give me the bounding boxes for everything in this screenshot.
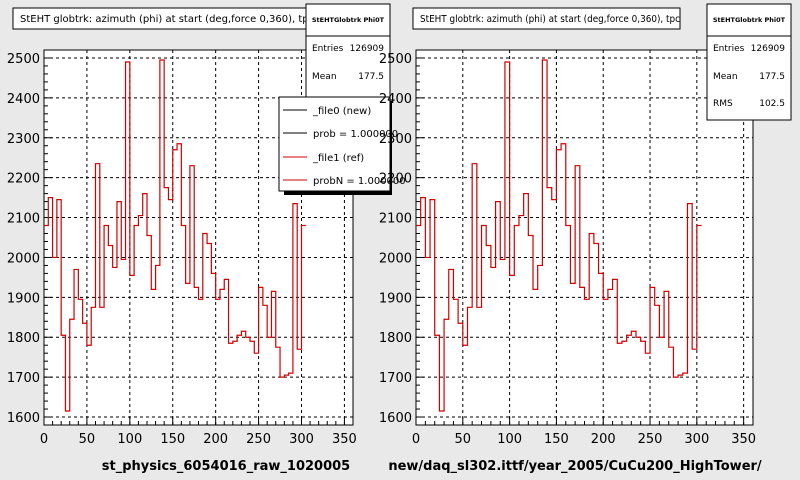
y-tick-label: 2500 (7, 52, 40, 67)
x-tick-label: 350 (731, 432, 756, 447)
x-tick-label: 100 (497, 432, 522, 447)
left-histogram-pad: 0 50 100 150 200 250 300 350 1600 1700 1800 1900 20… (7, 3, 406, 474)
y-tick-label: 2400 (379, 92, 412, 107)
y-tick-label: 2400 (7, 92, 40, 107)
y-tick-label: 2300 (7, 132, 40, 147)
y-tick-label: 1700 (7, 371, 40, 386)
legend: _file0 (new) prob = 1.000000 _file1 (ref… (278, 96, 406, 195)
legend-label-probN: probN = 1.000000 (313, 176, 406, 187)
y-tick-label: 2000 (7, 251, 40, 266)
stats-rms-label: RMS (713, 99, 733, 109)
x-tick-label: 200 (203, 432, 228, 447)
title-box: StEHT globtrk: azimuth (phi) at start (d… (412, 7, 681, 30)
stats-mean-label: Mean (713, 72, 738, 82)
x-tick-label: 50 (455, 432, 472, 447)
y-tick-labels: 1600 1700 1800 1900 2000 2100 2200 2300 2400 2500 (379, 52, 412, 426)
legend-label-file0: _file0 (new) (312, 106, 371, 117)
y-tick-label: 2200 (379, 172, 412, 187)
x-tick-label: 0 (412, 432, 420, 447)
y-tick-label: 1600 (379, 411, 412, 426)
histogram-line (416, 59, 702, 412)
x-axis-title: st_physics_6054016_raw_1020005 (102, 459, 350, 474)
legend-label-file1: _file1 (ref) (312, 153, 364, 164)
x-tick-label: 150 (160, 432, 185, 447)
x-tick-label: 150 (544, 432, 569, 447)
plot-frame (415, 49, 754, 426)
y-tick-label: 1900 (379, 291, 412, 306)
right-histogram-pad: 0 50 100 150 200 250 300 350 1600 1700 1800 1900 20… (379, 3, 792, 474)
x-tick-label: 250 (246, 432, 271, 447)
x-tick-label: 350 (332, 432, 357, 447)
y-tick-label: 1800 (7, 331, 40, 346)
histogram-series (44, 59, 306, 412)
stats-mean-value: 177.5 (759, 72, 785, 82)
y-tick-label: 2000 (379, 251, 412, 266)
histogram-series (416, 59, 702, 412)
y-tick-label: 1700 (379, 371, 412, 386)
x-tick-label: 300 (289, 432, 314, 447)
axis-ticks (415, 49, 754, 426)
x-axis-title: new/daq_sl302.ittf/year_2005/CuCu200_Hig… (388, 459, 762, 474)
x-tick-label: 100 (117, 432, 142, 447)
stats-mean-value: 177.5 (358, 72, 384, 82)
x-tick-labels: 0 50 100 150 200 250 300 350 (40, 432, 357, 447)
x-tick-label: 200 (591, 432, 616, 447)
title-box: StEHT globtrk: azimuth (phi) at start (d… (12, 7, 314, 30)
y-tick-label: 2500 (379, 52, 412, 67)
y-tick-label: 1900 (7, 291, 40, 306)
stats-box: StEHTGlobtrk Phi0T Entries 126909 Mean 1… (305, 3, 391, 99)
stats-rms-value: 102.5 (759, 99, 785, 109)
y-tick-label: 2100 (379, 212, 412, 227)
stats-header: StEHTGlobtrk Phi0T (312, 16, 385, 24)
histogram-title: StEHT globtrk: azimuth (phi) at start (d… (20, 14, 314, 25)
x-tick-labels: 0 50 100 150 200 250 300 350 (412, 432, 756, 447)
stats-entries-label: Entries (713, 44, 745, 54)
stats-entries-value: 126909 (751, 44, 786, 54)
x-tick-label: 250 (638, 432, 663, 447)
stats-header: StEHTGlobtrk Phi0T (713, 16, 786, 24)
y-tick-label: 2300 (379, 132, 412, 147)
stats-box: StEHTGlobtrk Phi0T Entries 126909 Mean 1… (706, 3, 792, 121)
x-tick-label: 50 (79, 432, 96, 447)
y-tick-label: 1800 (379, 331, 412, 346)
stats-mean-label: Mean (312, 72, 337, 82)
stats-entries-label: Entries (312, 44, 344, 54)
axis-ticks (43, 49, 354, 426)
y-tick-label: 2100 (7, 212, 40, 227)
y-tick-labels: 1600 1700 1800 1900 2000 2100 2200 2300 2400 2500 (7, 52, 40, 426)
histogram-title: StEHT globtrk: azimuth (phi) at start (d… (420, 14, 680, 25)
histogram-line (44, 59, 306, 412)
stats-entries-value: 126909 (350, 44, 385, 54)
y-tick-label: 2200 (7, 172, 40, 187)
x-tick-label: 0 (40, 432, 48, 447)
legend-label-prob: prob = 1.000000 (313, 129, 398, 140)
y-tick-label: 1600 (7, 411, 40, 426)
x-tick-label: 300 (684, 432, 709, 447)
